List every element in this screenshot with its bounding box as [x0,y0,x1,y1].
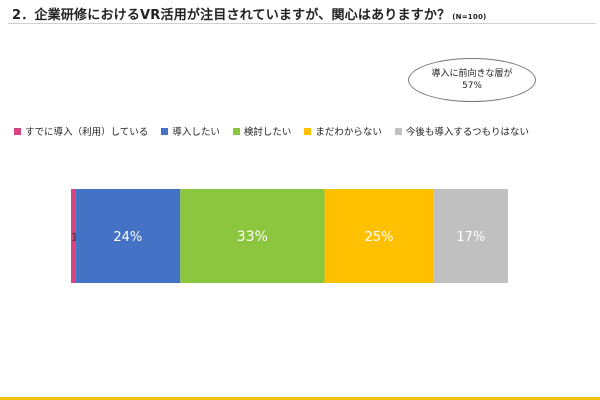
legend-item-no-plan: 今後も導入するつもりはない [394,124,529,138]
data-label-want-to-adopt: 24% [113,230,142,245]
legend-item-already-adopted: すでに導入（利用）している [14,124,148,138]
legend-label: まだわからない [315,127,382,138]
callout-text-line1: 導入に前向きな層が [431,69,513,79]
bar-segment-want-to-adopt [75,189,181,283]
chart-title: 2．企業研修におけるVR活用が注目されていますが、関心はありますか？ (N=100… [12,4,597,23]
legend-swatch [14,127,21,135]
data-label-undecided: 25% [365,230,394,245]
legend-item-undecided: まだわからない [304,124,382,138]
bar-segment-undecided [324,189,434,283]
title-divider [8,23,596,24]
callout-ellipse: 導入に前向きな層が 57% [408,58,536,102]
legend-swatch [394,127,402,135]
callout-text-line2: 57% [461,81,482,91]
legend-swatch [161,127,169,135]
bar-segment-considering [180,189,325,283]
legend-label: 検討したい [243,127,292,138]
bar-segment-no-plan [433,189,508,283]
footer-accent-strip [0,397,600,400]
legend-label: 導入したい [172,127,220,138]
legend-swatch [304,127,312,135]
legend-item-want-to-adopt: 導入したい [161,124,220,138]
legend-label: すでに導入（利用）している [25,127,149,138]
sample-size-note: (N=100) [452,13,487,21]
title-text: 2．企業研修におけるVR活用が注目されていますが、関心はありますか？ [12,8,451,23]
chart-legend: すでに導入（利用）している 導入したい 検討したい まだわからない 今後も導入するつもり… [14,124,542,138]
data-label-considering: 33% [237,229,268,245]
legend-label: 今後も導入するつもりはない [405,127,529,138]
bar-segment-already-adopted [71,189,76,283]
legend-item-considering: 検討したい [232,124,292,138]
data-label-no-plan: 17% [456,230,485,245]
legend-swatch [232,127,240,135]
